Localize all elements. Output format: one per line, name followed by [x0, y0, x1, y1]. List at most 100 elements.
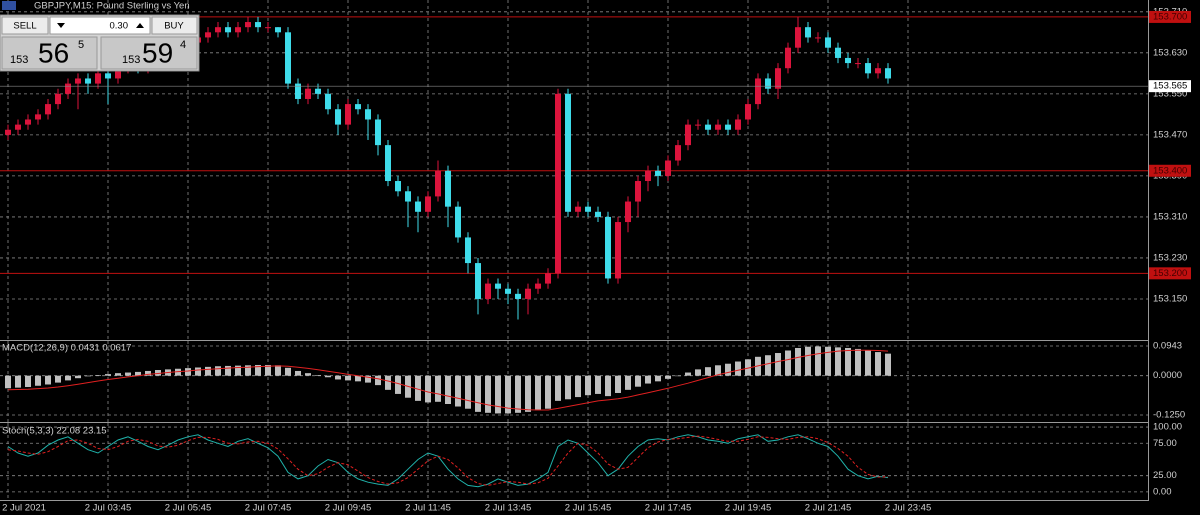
candle-body [595, 211, 601, 217]
candle-body [765, 78, 771, 89]
macd-bar [775, 353, 781, 376]
macd-bar [315, 375, 321, 376]
macd-bar [345, 375, 351, 381]
candle-body [245, 22, 251, 28]
candle-body [535, 283, 541, 289]
buy-button[interactable] [151, 16, 198, 35]
candle-body [635, 181, 641, 202]
macd-bar [545, 375, 551, 409]
macd-bar [225, 365, 231, 376]
candle-body [25, 119, 31, 125]
candle-body [725, 124, 731, 130]
macd-bar [665, 375, 671, 379]
candle-body [525, 288, 531, 299]
candle-body [415, 201, 421, 212]
macd-bar [475, 375, 481, 412]
volume-value: 0.30 [110, 21, 129, 32]
x-tick-label: 2 Jul 17:45 [645, 503, 691, 514]
candle-body [35, 114, 41, 120]
macd-bar [125, 372, 131, 376]
ask-big: 153 [122, 54, 140, 66]
volume-up[interactable] [136, 23, 144, 28]
macd-bar [85, 375, 91, 377]
candle-body [745, 104, 751, 120]
volume-box[interactable] [49, 16, 151, 35]
macd-bar [565, 375, 571, 400]
candle-body [305, 88, 311, 99]
macd-bar [45, 375, 51, 385]
macd-bar [605, 375, 611, 397]
candle-body [465, 237, 471, 264]
macd-bar [195, 367, 201, 376]
ask-box[interactable] [100, 36, 198, 70]
candle-body [805, 27, 811, 38]
candle-body [285, 32, 291, 84]
macd-bar [235, 365, 241, 376]
candle-body [815, 37, 821, 39]
current-price-bg [1149, 80, 1191, 93]
sell-button[interactable] [1, 16, 49, 35]
y-tick-label: 153.150 [1153, 293, 1187, 304]
macd-bar [415, 375, 421, 401]
macd-bar [145, 370, 151, 376]
macd-bar [795, 347, 801, 376]
volume-down[interactable] [57, 23, 65, 28]
candle-body [405, 191, 411, 202]
candle-body [515, 293, 521, 299]
x-tick-label: 2 Jul 03:45 [85, 503, 131, 514]
candle-body [665, 160, 671, 176]
candle-body [215, 27, 221, 33]
candle-body [855, 63, 861, 65]
macd-bar [825, 346, 831, 376]
candle-body [265, 27, 271, 29]
y-tick-label: 153.310 [1153, 211, 1187, 222]
candle-body [695, 124, 701, 126]
candle-body [425, 196, 431, 212]
macd-bar [855, 348, 861, 376]
candle-body [75, 78, 81, 84]
y-tick-label: 153.470 [1153, 129, 1187, 140]
candle-body [685, 124, 691, 146]
indicator-line [7, 435, 889, 486]
macd-bar [295, 370, 301, 376]
candle-body [45, 104, 51, 115]
ask-pips: 59 [142, 37, 173, 68]
macd-bar [785, 350, 791, 376]
candle-body [845, 57, 851, 64]
candle-body [385, 145, 391, 182]
macd-bar [615, 375, 621, 393]
macd-bar [425, 375, 431, 403]
candle-body [115, 68, 121, 79]
flag-icon [2, 1, 16, 10]
bid-box[interactable] [1, 36, 98, 70]
candle-body [5, 129, 11, 135]
x-tick-label: 2 Jul 21:45 [805, 503, 851, 514]
y-tick-label: 153.550 [1153, 88, 1187, 99]
candle-body [705, 124, 711, 130]
candle-body [715, 124, 721, 130]
candle-body [645, 170, 651, 182]
candle-body [455, 206, 461, 238]
level-label: 153.700 [1153, 11, 1187, 22]
macd-bar [65, 375, 71, 381]
candle-body [505, 288, 511, 294]
macd-bar [395, 375, 401, 394]
macd-bar [255, 364, 261, 376]
bid-big: 153 [10, 54, 28, 66]
y-tick-label: 0.00 [1153, 486, 1172, 497]
macd-bar [725, 363, 731, 376]
macd-bar [75, 375, 81, 379]
candle-body [585, 206, 591, 212]
x-tick-label: 2 Jul 11:45 [405, 503, 451, 514]
candle-body [885, 68, 891, 79]
candle-body [65, 83, 71, 94]
candle-body [675, 145, 681, 161]
macd-bar [335, 375, 341, 380]
macd-bar [435, 375, 441, 402]
macd-bar [685, 372, 691, 376]
candle-body [255, 22, 261, 28]
candle-body [345, 104, 351, 125]
macd-bar [735, 361, 741, 376]
level-label-bg [1149, 164, 1191, 177]
